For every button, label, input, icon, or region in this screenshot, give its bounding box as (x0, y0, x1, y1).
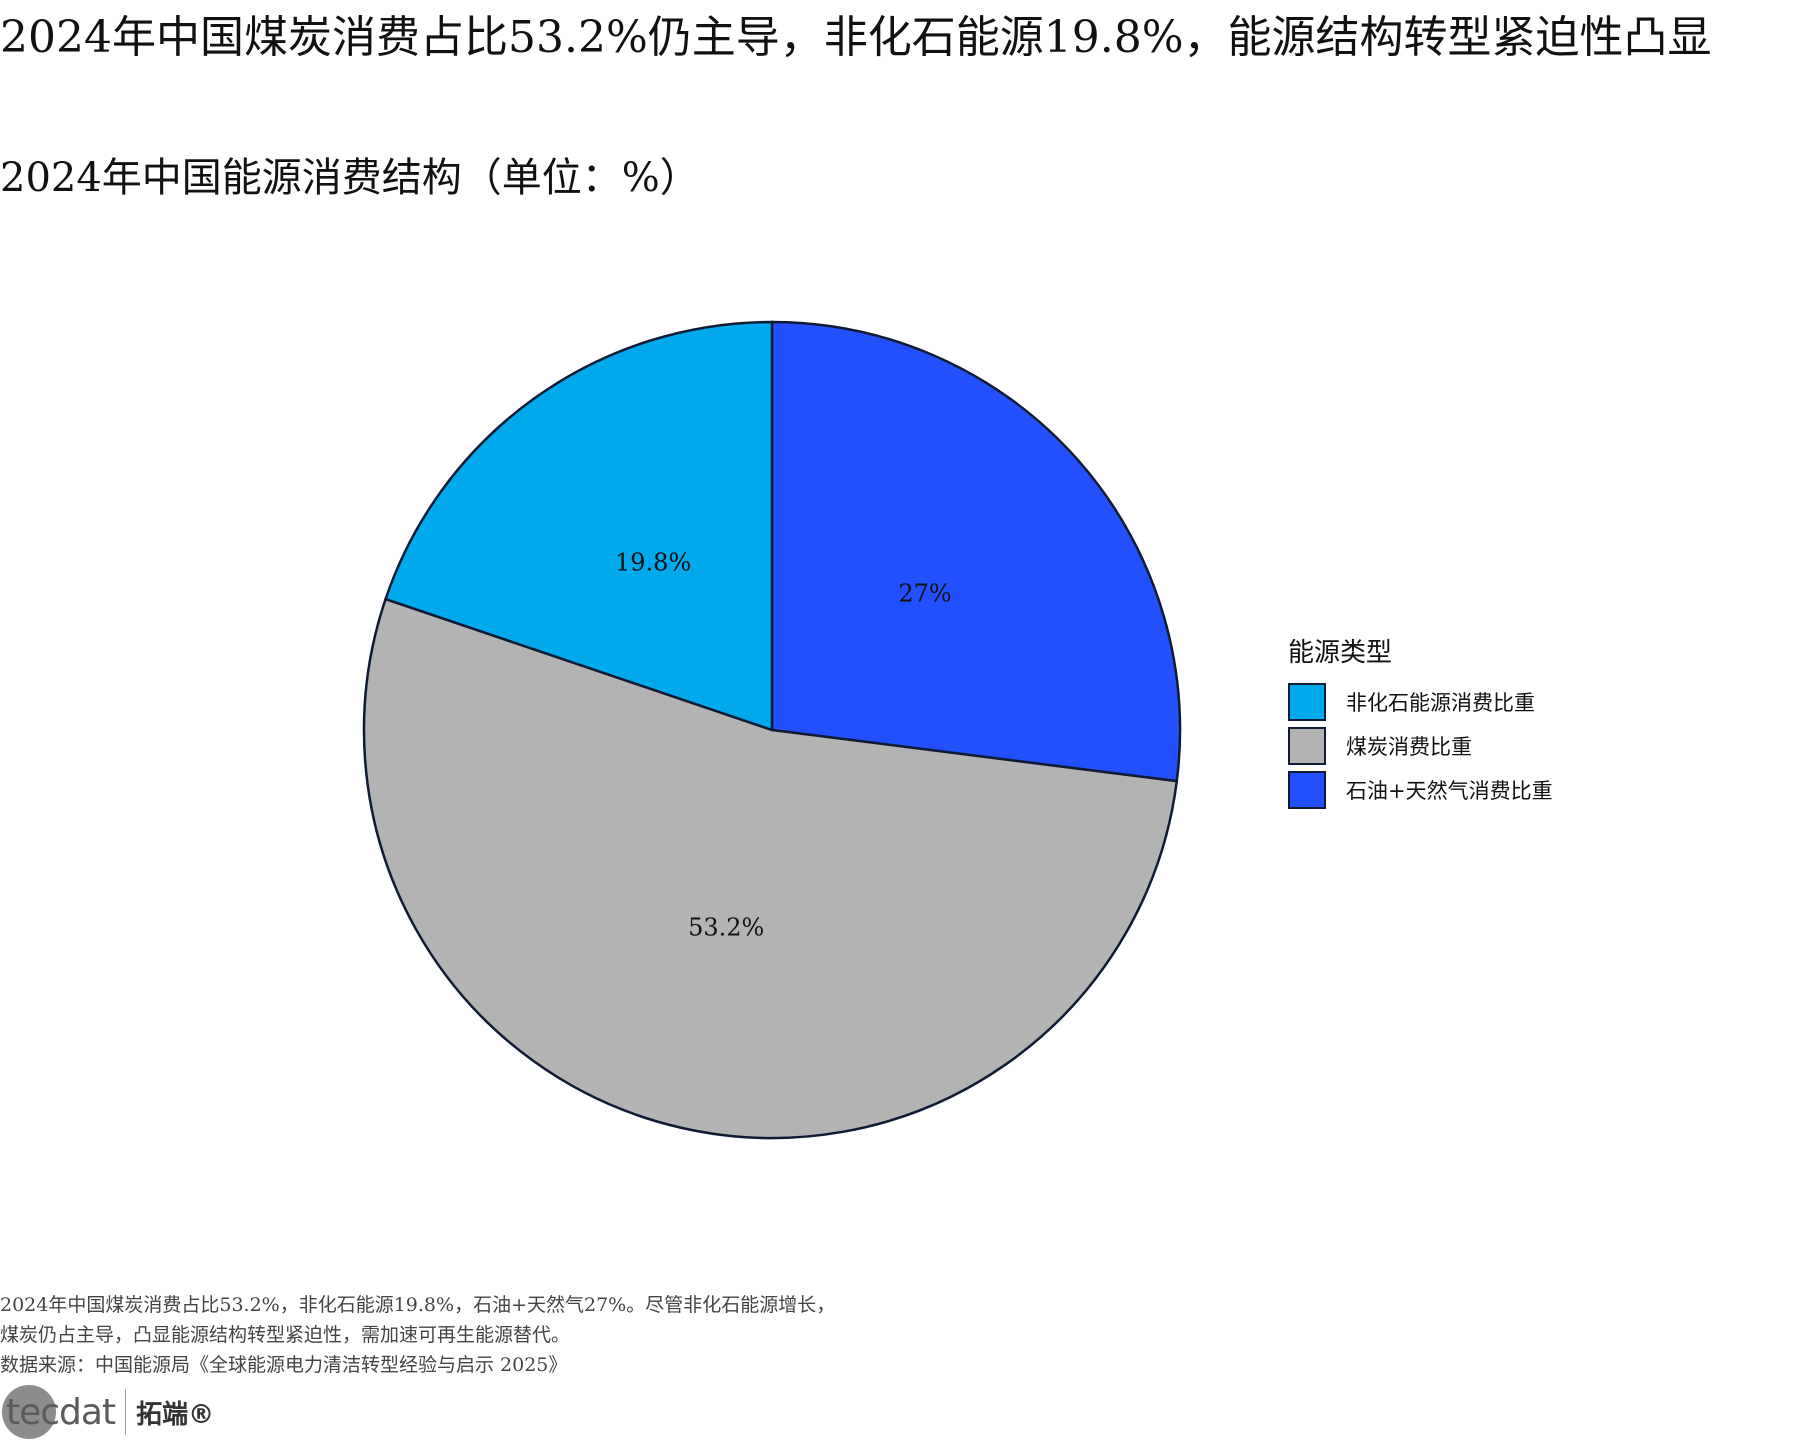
caption: 2024年中国煤炭消费占比53.2%，非化石能源19.8%，石油+天然气27%。… (0, 1290, 835, 1380)
logo-text: tecdat (6, 1391, 116, 1433)
legend-swatch (1288, 727, 1326, 765)
legend-title: 能源类型 (1288, 638, 1393, 668)
legend-swatch (1288, 683, 1326, 721)
brand-logo: tecdat 拓端® (0, 1384, 214, 1440)
legend-swatch (1288, 771, 1326, 809)
legend-label: 石油+天然气消费比重 (1346, 779, 1553, 803)
logo-divider (125, 1389, 127, 1435)
chart-subtitle: 2024年中国能源消费结构（单位：%） (0, 155, 700, 201)
logo-cn-text: 拓端® (136, 1399, 215, 1430)
caption-source: 数据来源：中国能源局《全球能源电力清洁转型经验与启示 2025》 (0, 1354, 568, 1376)
pie-slice (362, 597, 1179, 1140)
slice-label: 53.2% (688, 913, 764, 941)
legend-item: 煤炭消费比重 (1288, 724, 1553, 768)
legend-label: 非化石能源消费比重 (1346, 691, 1535, 715)
slice-label: 19.8% (615, 549, 691, 577)
legend-label: 煤炭消费比重 (1346, 735, 1472, 759)
caption-line: 煤炭仍占主导，凸显能源结构转型紧迫性，需加速可再生能源替代。 (0, 1324, 571, 1346)
logo-circle-icon (2, 1385, 56, 1439)
caption-line: 2024年中国煤炭消费占比53.2%，非化石能源19.8%，石油+天然气27%。… (0, 1294, 836, 1316)
chart-title: 2024年中国煤炭消费占比53.2%仍主导，非化石能源19.8%，能源结构转型紧… (0, 12, 1712, 63)
pie-slice (770, 320, 1182, 783)
legend-item: 石油+天然气消费比重 (1288, 768, 1553, 812)
pie-slice (383, 320, 774, 732)
pie-chart: 27% 53.2% 19.8% (362, 320, 1182, 1140)
legend: 能源类型 非化石能源消费比重 煤炭消费比重石油+天然气消费比重 (1288, 636, 1553, 812)
legend-item: 非化石能源消费比重 (1288, 680, 1553, 724)
slice-label: 27% (898, 580, 951, 608)
